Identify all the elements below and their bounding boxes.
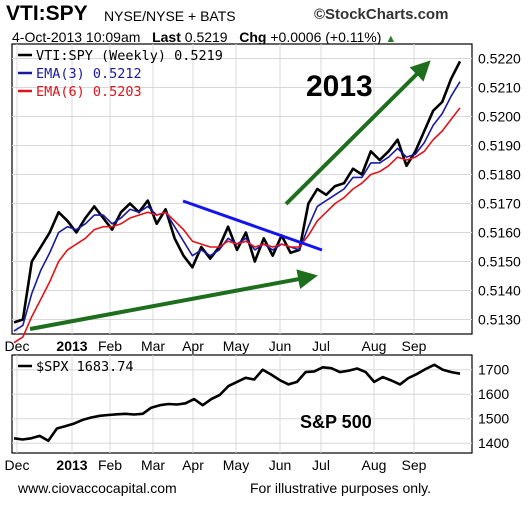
main-y-tick-label: 0.5150 xyxy=(478,254,521,270)
last-label: Last xyxy=(152,29,181,45)
spx-legend-label: $SPX 1683.74 xyxy=(36,359,134,375)
main-x-tick-label: 2013 xyxy=(56,338,87,354)
main-x-tick-label: May xyxy=(223,338,249,354)
spx-x-tick-label: May xyxy=(223,457,249,473)
spx-x-tick-label: Feb xyxy=(98,457,122,473)
main-plot-frame xyxy=(11,43,473,335)
spx-series-line-price xyxy=(13,363,461,443)
main-y-tick-label: 0.5190 xyxy=(478,138,521,154)
main-series-line-price xyxy=(13,60,462,324)
annotation-spx: S&P 500 xyxy=(300,412,372,432)
main-x-tick-label: Feb xyxy=(98,338,122,354)
main-y-tick-label: 0.5130 xyxy=(478,312,521,328)
main-y-tick-label: 0.5200 xyxy=(478,109,521,125)
spx-x-tick-label: Jul xyxy=(312,457,330,473)
spx-x-tick-label: Dec xyxy=(5,457,30,473)
chg-label: Chg xyxy=(239,29,267,45)
main-y-tick-label: 0.5170 xyxy=(478,196,521,212)
spx-x-tick-label: Mar xyxy=(141,457,165,473)
arrow-rising-lows xyxy=(29,269,318,331)
spx-x-tick-label: Apr xyxy=(182,457,204,473)
last-value: 0.5219 xyxy=(184,29,228,45)
trendline-blue xyxy=(182,199,323,252)
main-x-tick-label: Mar xyxy=(141,338,165,354)
main-legend-label: VTI:SPY (Weekly) 0.5219 xyxy=(36,48,223,64)
footer-url: www.ciovaccocapital.com xyxy=(18,480,177,496)
spx-plot-frame xyxy=(11,354,473,454)
chg-value: +0.0006 (+0.11%) xyxy=(270,29,382,45)
spx-y-tick-label: 1500 xyxy=(478,411,509,427)
main-y-tick-label: 0.5140 xyxy=(478,283,521,299)
quote-date: 4-Oct-2013 10:09am xyxy=(12,29,141,45)
spx-y-tick-label: 1700 xyxy=(478,362,509,378)
spx-x-tick-label: Aug xyxy=(362,457,387,473)
main-x-tick-label: Sep xyxy=(402,338,427,354)
arrow-breakout xyxy=(284,60,431,206)
main-x-tick-label: Jun xyxy=(269,338,292,354)
annotation-year: 2013 xyxy=(306,70,373,103)
brand-label: ©StockCharts.com xyxy=(314,6,449,23)
main-series-line-ema6 xyxy=(13,107,461,344)
main-x-tick-label: Dec xyxy=(5,338,30,354)
footer-note: For illustrative purposes only. xyxy=(250,480,432,496)
main-x-tick-label: Aug xyxy=(362,338,387,354)
spx-x-tick-label: Jun xyxy=(269,457,292,473)
main-x-tick-label: Apr xyxy=(182,338,204,354)
spx-y-tick-label: 1400 xyxy=(478,435,509,451)
main-legend-label: EMA(3) 0.5212 xyxy=(36,66,142,82)
main-y-tick-label: 0.5160 xyxy=(478,225,521,241)
spx-x-tick-label: Sep xyxy=(402,457,427,473)
main-x-tick-label: Jul xyxy=(312,338,330,354)
spx-x-tick-label: 2013 xyxy=(56,457,87,473)
main-y-tick-label: 0.5210 xyxy=(478,80,521,96)
chg-up-icon: ▲ xyxy=(385,33,397,45)
spx-y-tick-label: 1600 xyxy=(478,386,509,402)
main-y-tick-label: 0.5220 xyxy=(478,51,521,67)
quote-line: 4-Oct-2013 10:09am Last 0.5219 Chg +0.00… xyxy=(12,29,396,45)
main-legend-label: EMA(6) 0.5203 xyxy=(36,84,142,100)
chart-exchange: NYSE/NYSE + BATS xyxy=(104,8,236,24)
chart-symbol: VTI:SPY xyxy=(6,2,88,25)
main-y-tick-label: 0.5180 xyxy=(478,167,521,183)
